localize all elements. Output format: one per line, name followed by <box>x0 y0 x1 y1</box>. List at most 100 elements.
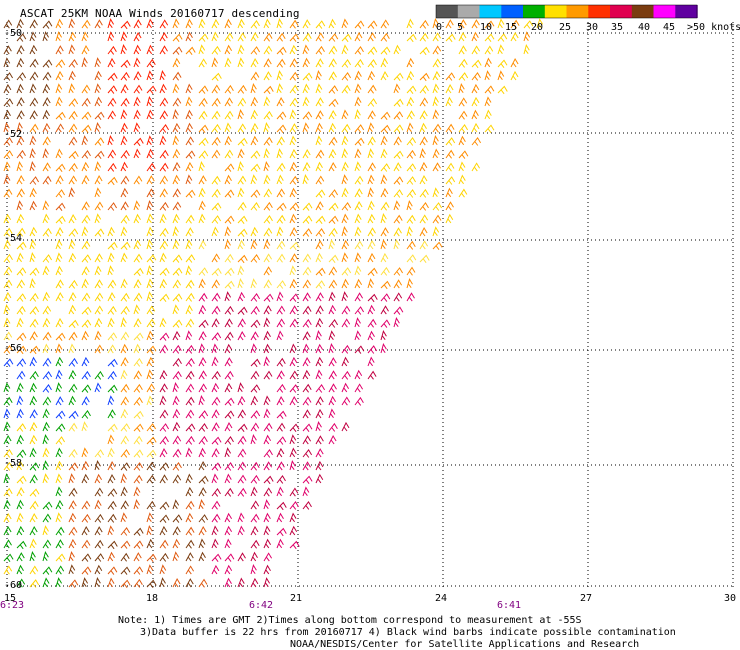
wind-barb <box>211 382 220 393</box>
wind-barb <box>94 111 105 120</box>
wind-barb <box>276 383 286 393</box>
wind-barb <box>16 72 27 81</box>
wind-barb <box>198 150 209 159</box>
wind-barb <box>198 58 208 68</box>
legend-color-boxes <box>435 4 698 19</box>
wind-barb <box>250 163 261 172</box>
wind-barb <box>211 72 222 82</box>
wind-barb <box>458 135 466 146</box>
wind-barb <box>432 70 441 81</box>
wind-barb <box>146 109 154 120</box>
wind-barb <box>367 110 376 120</box>
wind-barb <box>16 252 24 263</box>
wind-barb <box>172 526 181 536</box>
wind-barb <box>354 83 362 94</box>
wind-barb <box>81 124 92 133</box>
wind-barb <box>471 45 481 55</box>
wind-barb <box>133 410 144 420</box>
wind-barb <box>16 408 24 419</box>
wind-barb <box>263 330 271 341</box>
wind-barb <box>432 135 439 146</box>
wind-barb <box>289 123 298 133</box>
wind-barb <box>354 330 362 341</box>
wind-barb <box>211 110 221 120</box>
wind-barb <box>263 122 270 133</box>
wind-barb <box>55 410 66 419</box>
wind-barb <box>354 226 362 237</box>
wind-barb <box>68 162 78 172</box>
wind-barb <box>198 18 206 29</box>
wind-barb <box>406 149 416 159</box>
wind-barb <box>55 215 66 225</box>
wind-barb <box>302 318 312 328</box>
wind-barb <box>16 213 25 224</box>
wind-barb <box>42 343 50 354</box>
wind-barb <box>185 344 195 354</box>
wind-barb <box>55 447 63 458</box>
wind-barb <box>146 579 157 588</box>
wind-barb <box>445 96 453 107</box>
wind-barb <box>133 122 141 133</box>
wind-barb <box>341 421 350 432</box>
wind-barb <box>198 395 205 406</box>
wind-barb <box>172 71 182 81</box>
wind-barb <box>276 318 286 328</box>
wind-barb <box>211 253 221 263</box>
wind-barb <box>250 422 260 432</box>
wind-barb <box>198 330 207 341</box>
wind-barb <box>185 214 195 224</box>
wind-barb <box>198 175 207 185</box>
wind-barb <box>198 44 206 55</box>
wind-barb <box>237 577 245 588</box>
wind-barb <box>81 161 90 172</box>
wind-barb <box>172 538 181 549</box>
wind-barb <box>68 526 78 536</box>
wind-barb <box>16 293 27 302</box>
wind-barb <box>29 292 39 302</box>
wind-barb <box>276 58 286 68</box>
wind-barb <box>458 161 466 172</box>
wind-barb <box>133 462 144 471</box>
wind-barb <box>471 31 479 42</box>
wind-barb <box>68 213 77 224</box>
wind-barb <box>263 564 271 575</box>
wind-barb <box>55 174 64 185</box>
wind-barb <box>263 266 273 276</box>
wind-barb <box>198 370 207 380</box>
wind-barb <box>237 525 245 536</box>
wind-barb <box>94 57 102 68</box>
wind-barb <box>29 44 38 55</box>
wind-barb <box>107 344 117 354</box>
wind-barb <box>55 436 66 445</box>
wind-barb <box>354 252 362 263</box>
wind-barb <box>107 566 118 575</box>
wind-barb <box>29 345 40 355</box>
wind-barb <box>224 215 235 224</box>
wind-barb <box>250 109 258 120</box>
wind-barb <box>237 148 245 159</box>
wind-barb <box>107 226 115 237</box>
wind-barb <box>250 410 261 419</box>
wind-barb <box>211 175 221 185</box>
wind-barb <box>29 187 37 198</box>
wind-barb <box>393 72 404 81</box>
wind-barb <box>367 162 376 172</box>
wind-barb <box>172 46 183 55</box>
wind-barb <box>419 19 429 29</box>
legend-frame <box>435 4 698 19</box>
wind-barb <box>3 461 13 471</box>
wind-barb <box>172 499 180 510</box>
wind-barb <box>237 552 246 562</box>
wind-barb <box>120 149 130 159</box>
wind-barb <box>42 434 49 445</box>
wind-barb <box>328 370 337 380</box>
wind-barb <box>29 331 38 341</box>
wind-barb <box>133 278 142 289</box>
wind-barb <box>146 135 154 146</box>
wind-barb <box>120 566 131 575</box>
wind-barb <box>302 461 311 471</box>
wind-barb <box>458 150 469 159</box>
wind-barb <box>211 267 222 277</box>
wind-barb <box>237 84 247 94</box>
wind-barb <box>146 239 153 250</box>
